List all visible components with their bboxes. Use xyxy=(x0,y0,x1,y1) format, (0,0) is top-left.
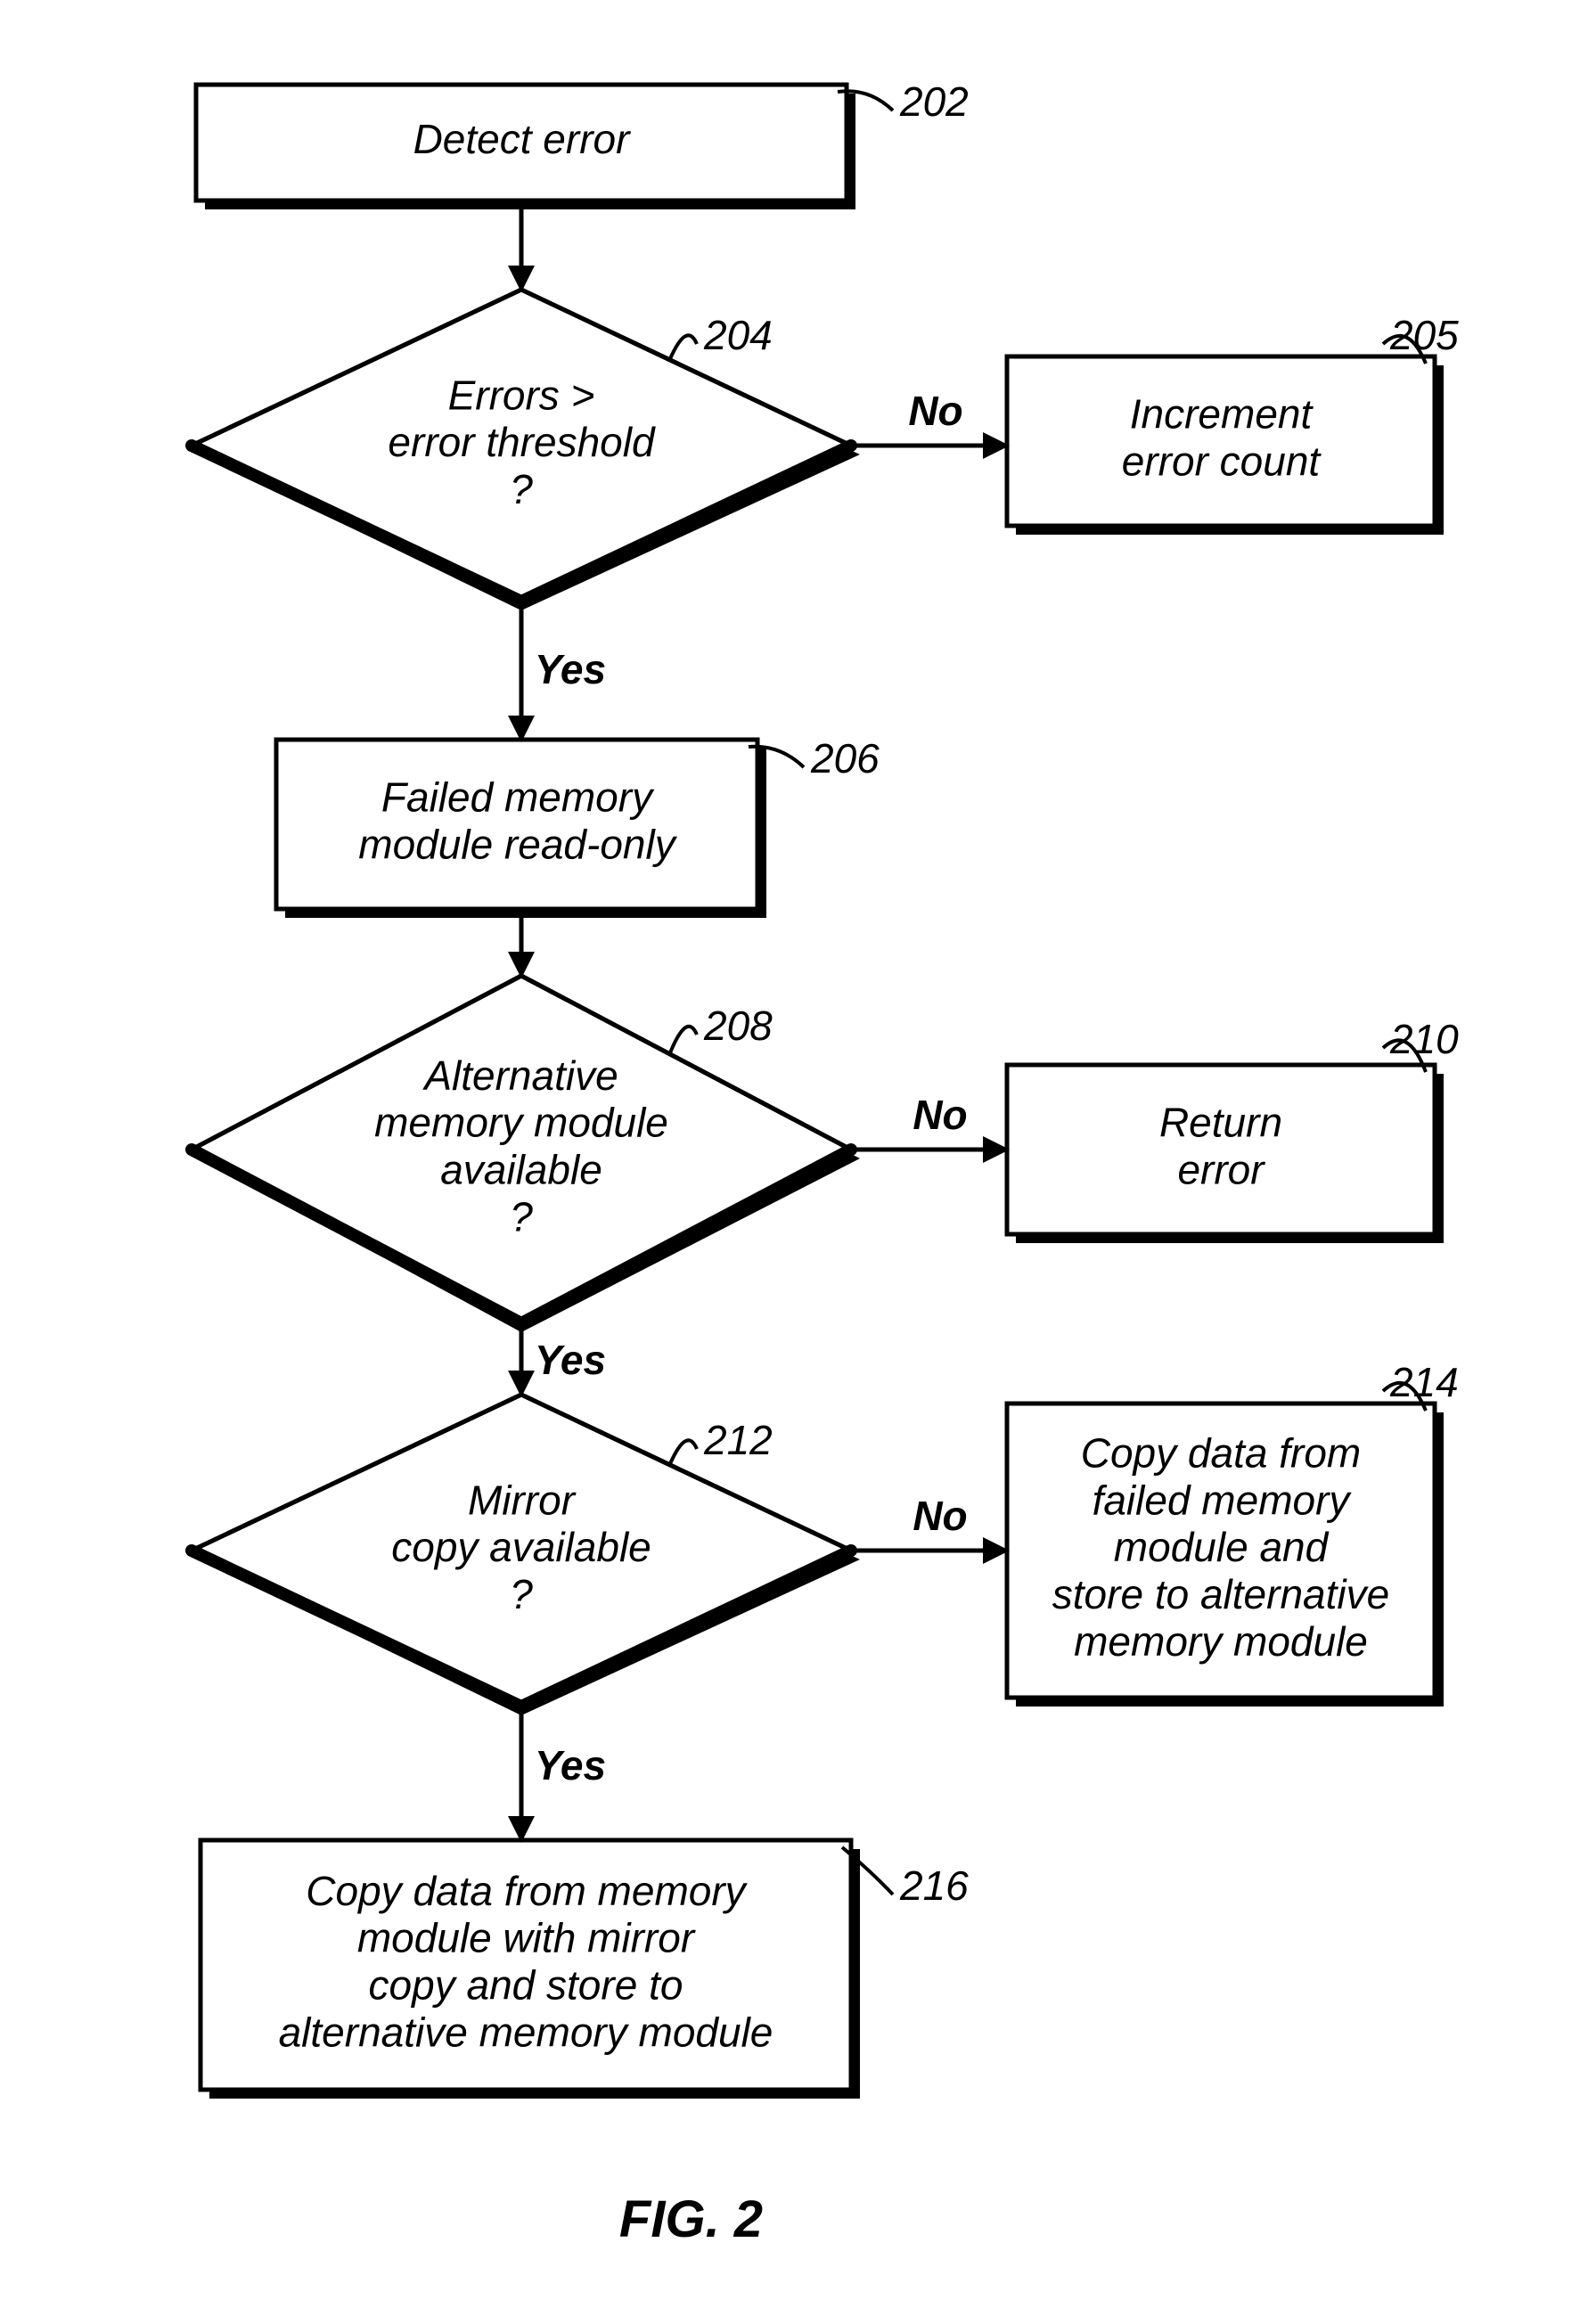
flowchart-node-n208: Alternativememory moduleavailable? 208 xyxy=(192,976,860,1332)
flowchart-node-n210: Returnerror 210 xyxy=(1007,1016,1459,1243)
node-text: Return xyxy=(1159,1100,1282,1146)
node-text: Errors > xyxy=(448,372,595,418)
node-text: ? xyxy=(510,1194,533,1240)
flowchart-edge-5: Yes xyxy=(521,1323,606,1395)
node-text: alternative memory module xyxy=(279,2009,773,2056)
reference-label: 204 xyxy=(703,312,773,358)
edge-label: Yes xyxy=(535,1337,606,1383)
edge-label: No xyxy=(913,1092,967,1138)
node-text: ? xyxy=(510,1571,533,1617)
reference-label: 216 xyxy=(899,1862,969,1909)
flowchart-node-n214: Copy data fromfailed memorymodule andsto… xyxy=(1007,1359,1459,1706)
node-text: memory module xyxy=(374,1100,668,1146)
node-text: Failed memory xyxy=(381,774,655,821)
flowchart-node-n205: Incrementerror count 205 xyxy=(1007,312,1459,535)
reference-label: 205 xyxy=(1389,312,1459,358)
edge-label: Yes xyxy=(535,646,606,692)
node-text: module and xyxy=(1114,1524,1330,1570)
flowchart-node-n202: Detect error 202 xyxy=(196,78,969,209)
figure-label: FIG. 2 xyxy=(619,2190,763,2248)
node-text: copy and store to xyxy=(369,1962,683,2009)
reference-label: 208 xyxy=(703,1003,773,1049)
flowchart-node-n204: Errors >error threshold? 204 xyxy=(192,290,860,610)
node-text: Increment xyxy=(1130,391,1314,438)
reference-label: 210 xyxy=(1389,1016,1459,1062)
node-text: error threshold xyxy=(388,419,656,465)
reference-label: 202 xyxy=(899,78,969,125)
node-text: Detect error xyxy=(413,116,632,162)
node-text: ? xyxy=(510,466,533,512)
flowchart-canvas: Detect error 202 Errors >error threshold? 2… xyxy=(0,0,1596,2308)
node-text: error xyxy=(1177,1147,1265,1193)
node-text: module with mirror xyxy=(357,1915,696,1961)
reference-label: 206 xyxy=(810,735,880,782)
node-text: store to alternative xyxy=(1052,1571,1389,1617)
edge-label: Yes xyxy=(535,1742,606,1788)
flowchart-edge-7: Yes xyxy=(521,1706,606,1840)
edge-label: No xyxy=(908,388,962,434)
node-text: Copy data from xyxy=(1081,1429,1361,1476)
flowchart-edge-6: No xyxy=(851,1493,1007,1551)
flowchart-node-n212: Mirrorcopy available? 212 xyxy=(192,1395,860,1715)
reference-label: 214 xyxy=(1389,1359,1459,1405)
flowchart-edge-4: No xyxy=(851,1092,1007,1150)
node-text: error count xyxy=(1122,438,1322,485)
node-text: Mirror xyxy=(468,1477,577,1523)
flowchart-node-n206: Failed memorymodule read-only 206 xyxy=(276,735,880,918)
node-text: failed memory xyxy=(1093,1477,1353,1523)
flowchart-node-n216: Copy data from memorymodule with mirrorc… xyxy=(201,1840,969,2099)
node-text: memory module xyxy=(1074,1618,1368,1665)
node-text: copy available xyxy=(391,1524,651,1570)
node-text: Alternative xyxy=(422,1052,618,1099)
flowchart-edge-1: No xyxy=(851,388,1007,446)
node-text: available xyxy=(440,1147,602,1193)
node-text: module read-only xyxy=(358,822,677,868)
node-text: Copy data from memory xyxy=(306,1868,748,1914)
edge-label: No xyxy=(913,1493,967,1539)
flowchart-edge-2: Yes xyxy=(521,602,606,740)
reference-label: 212 xyxy=(703,1417,773,1463)
